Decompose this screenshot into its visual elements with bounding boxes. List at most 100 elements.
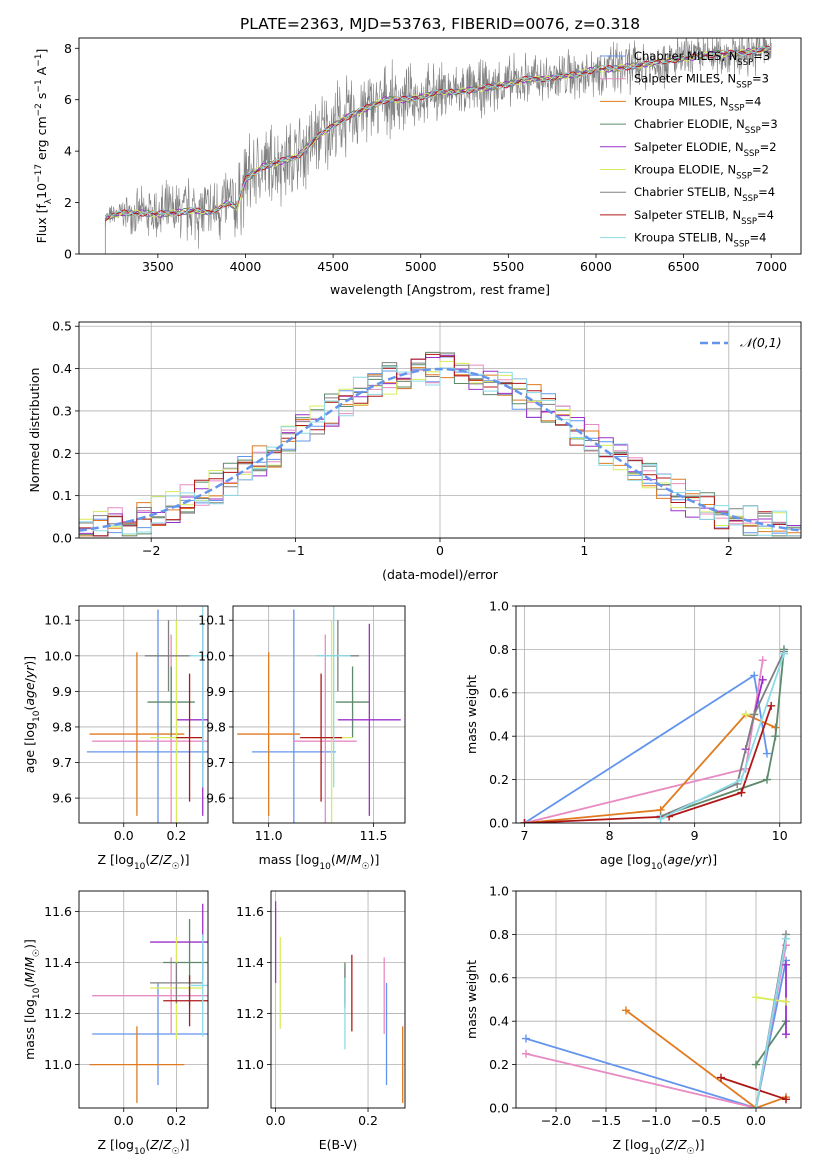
axis-label-part: Z (162, 1137, 172, 1152)
axis-label-part: −17 (34, 164, 44, 183)
y-tick-label: 11.2 (44, 1006, 72, 1021)
axis-label-part: erg cm (34, 116, 49, 164)
axis-label-part: 10 (32, 987, 42, 999)
axis-label: mass [log10(M/M☉)] (22, 939, 42, 1060)
axis-label: age [log10(age/yr)] (600, 852, 717, 872)
age_vs_Z-frame (78, 605, 209, 824)
axis-label-part: 10 (651, 862, 663, 872)
axis-label-part: age (22, 682, 37, 706)
legend-label: Salpeter ELODIE, N (634, 140, 744, 154)
axis-label: E(B-V) (319, 1137, 358, 1152)
x-tick-label: 7000 (755, 259, 787, 274)
legend-count: =4 (749, 231, 766, 245)
y-tick-label: 4 (64, 144, 72, 159)
y-tick-label: 1.0 (489, 884, 509, 899)
y-tick-label: 11.4 (236, 955, 264, 970)
legend-entry: Chabrier ELODIE, NSSP=3 (634, 117, 778, 136)
y-tick-label: 9.6 (52, 791, 72, 806)
y-tick-label: 11.0 (236, 1057, 264, 1072)
weight-series-line (524, 705, 773, 823)
mass_vs_ebv-frame (270, 890, 406, 1109)
axis-label-part: M (22, 972, 37, 983)
axis-label-part: / (159, 852, 164, 867)
y-tick-label: 0.6 (489, 685, 509, 700)
x-tick-label: 0.2 (358, 1113, 378, 1128)
axis-label-part: ( (145, 852, 150, 867)
y-tick-label: 10.0 (44, 648, 72, 663)
axis-label-part: ] (34, 49, 49, 54)
axis-label-part: Flux [f (34, 204, 49, 244)
axis-label-part: )] (180, 1137, 190, 1152)
x-tick-label: 0 (436, 543, 444, 558)
y-tick-label: 11.2 (236, 1006, 264, 1021)
weight-series-line (660, 649, 785, 818)
histogram-series (79, 353, 801, 537)
weight_vs_age-frame (515, 605, 802, 824)
legend-sub: SSP (734, 240, 750, 250)
axis-label-part: M (336, 852, 347, 867)
weight_vs_age-axes: 7 8 9 10 0.0 0.2 0.4 0.6 0.8 1.0 (489, 599, 801, 843)
y-tick-label: 0.2 (489, 1057, 509, 1072)
weight-point-marker (717, 1073, 725, 1082)
axis-label-part: age [log (22, 722, 37, 773)
y-axis-label-group: mass [log10(M/M☉)] (22, 939, 42, 1060)
y-tick-label: 0.2 (489, 772, 509, 787)
x-tick-label: 6000 (580, 259, 612, 274)
axis-label-part: λ (44, 198, 54, 204)
legend-entry: Kroupa ELODIE, NSSP=2 (634, 163, 769, 182)
weight-point-marker (782, 1095, 790, 1104)
weight-point-marker (782, 1030, 790, 1039)
x-tick-label: 0.0 (114, 1113, 134, 1128)
weight-series-line (525, 960, 787, 1108)
axis-label-part: ( (22, 706, 37, 711)
axis-label-part: / (159, 1137, 164, 1152)
weight-point-marker (779, 649, 788, 658)
model-spectrum (105, 46, 772, 220)
mass_vs_Z-axes: 0.0 0.2 11.0 11.2 11.4 11.6 (44, 891, 208, 1128)
y-tick-label: 0.8 (489, 927, 509, 942)
y-tick-label: 9.6 (206, 791, 226, 806)
axis-label-part: / (347, 852, 352, 867)
axis-label-part: Z (149, 1137, 159, 1152)
axis-label-part: ( (22, 983, 37, 988)
legend-sub: SSP (742, 194, 758, 204)
x-tick-label: 10 (772, 828, 788, 843)
y-tick-label: 0.4 (489, 729, 509, 744)
legend-entry: Chabrier MILES, NSSP=3 (634, 49, 770, 68)
x-tick-label: 5000 (405, 259, 437, 274)
axis-label-part: age (667, 852, 691, 867)
weight-point-marker (782, 997, 790, 1006)
weight-point-marker (622, 1006, 630, 1015)
x-tick-label: 8 (606, 828, 614, 843)
weight-point-marker (782, 934, 790, 943)
y-tick-label: 0.8 (489, 642, 509, 657)
weight-point-marker (752, 1104, 760, 1108)
y-axis-label: mass weight (464, 675, 479, 754)
axis-label-part: 10 (134, 862, 146, 872)
x-axis-label: wavelength [Angstrom, rest frame] (330, 282, 550, 297)
axis-label-part: ☉ (362, 862, 370, 872)
x-tick-label: −1 (286, 543, 304, 558)
legend-sub: SSP (729, 103, 745, 113)
axis-label-part: )] (370, 852, 380, 867)
axis-label-part: ☉ (172, 1147, 180, 1157)
legend-label: Chabrier ELODIE, N (634, 117, 745, 131)
axis-label: mass [log10(M/M☉)] (259, 852, 380, 872)
legend-count: =2 (752, 163, 769, 177)
axis-label-part: Z [log (612, 1137, 648, 1152)
x-tick-label: 0.2 (166, 1113, 186, 1128)
axis-label-part: ( (331, 852, 336, 867)
mass_vs_ebv-axes: 0.0 0.2 11.0 11.2 11.4 11.6 (236, 891, 405, 1128)
y-tick-label: 0.4 (489, 1014, 509, 1029)
age_vs_Z-axes: 0.0 0.2 9.6 9.7 9.8 9.9 10.0 10.1 (44, 606, 208, 843)
axis-label-part: 10 (319, 862, 331, 872)
x-tick-label: 1 (580, 543, 588, 558)
axis-label-part: 10 (649, 1147, 661, 1157)
x-tick-label: −0.5 (691, 1113, 721, 1128)
axis-label-part: A (34, 66, 49, 79)
y-tick-label: 11.0 (44, 1057, 72, 1072)
weight-point-marker (656, 814, 665, 823)
y-tick-label: 8 (64, 41, 72, 56)
legend-entry: Salpeter STELIB, NSSP=4 (634, 208, 774, 227)
